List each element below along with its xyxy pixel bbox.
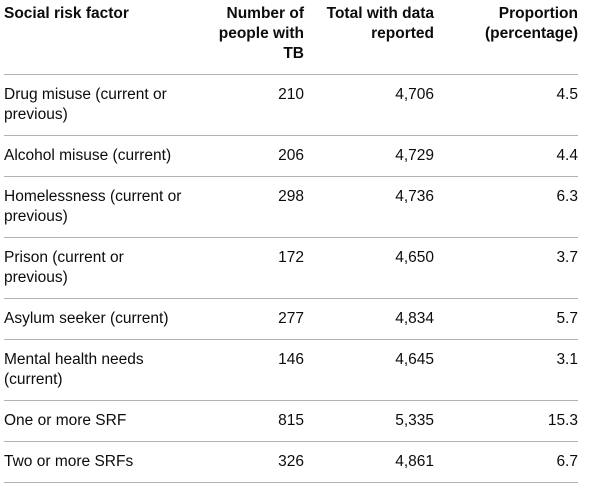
total-reported-cell: 4,861	[304, 441, 434, 483]
table-row: Two or more SRFs 326 4,861 6.7	[4, 441, 578, 483]
risk-factor-cell: Drug misuse (current or previous)	[4, 74, 197, 136]
total-reported-cell: 5,335	[304, 400, 434, 442]
proportion-cell: 6.7	[434, 441, 578, 483]
number-with-tb-cell: 326	[197, 441, 304, 483]
proportion-cell: 4.4	[434, 135, 578, 177]
risk-factor-cell: Alcohol misuse (current)	[4, 135, 197, 177]
number-with-tb-cell: 277	[197, 298, 304, 340]
table-row: Asylum seeker (current) 277 4,834 5.7	[4, 298, 578, 340]
total-reported-cell: 4,650	[304, 237, 434, 299]
header-social-risk-factor: Social risk factor	[4, 0, 197, 75]
proportion-cell: 4.5	[434, 74, 578, 136]
table-row: Alcohol misuse (current) 206 4,729 4.4	[4, 135, 578, 177]
risk-factor-cell: Prison (current or previous)	[4, 237, 197, 299]
total-reported-cell: 4,645	[304, 339, 434, 401]
number-with-tb-cell: 206	[197, 135, 304, 177]
table-row: One or more SRF 815 5,335 15.3	[4, 400, 578, 442]
header-number-with-tb: Number of people with TB	[197, 0, 304, 75]
table-row: Homelessness (current or previous) 298 4…	[4, 176, 578, 238]
total-reported-cell: 4,729	[304, 135, 434, 177]
number-with-tb-cell: 210	[197, 74, 304, 136]
social-risk-factor-table: Social risk factor Number of people with…	[4, 0, 578, 483]
number-with-tb-cell: 146	[197, 339, 304, 401]
number-with-tb-cell: 298	[197, 176, 304, 238]
table-row: Drug misuse (current or previous) 210 4,…	[4, 74, 578, 136]
total-reported-cell: 4,834	[304, 298, 434, 340]
proportion-cell: 3.7	[434, 237, 578, 299]
proportion-cell: 15.3	[434, 400, 578, 442]
risk-factor-cell: Homelessness (current or previous)	[4, 176, 197, 238]
table-row: Prison (current or previous) 172 4,650 3…	[4, 237, 578, 299]
total-reported-cell: 4,706	[304, 74, 434, 136]
table-container: Social risk factor Number of people with…	[4, 0, 578, 483]
risk-factor-cell: Mental health needs (current)	[4, 339, 197, 401]
risk-factor-cell: Two or more SRFs	[4, 441, 197, 483]
number-with-tb-cell: 172	[197, 237, 304, 299]
proportion-cell: 5.7	[434, 298, 578, 340]
number-with-tb-cell: 815	[197, 400, 304, 442]
total-reported-cell: 4,736	[304, 176, 434, 238]
header-proportion: Proportion (percentage)	[434, 0, 578, 75]
header-total-reported: Total with data reported	[304, 0, 434, 75]
table-row: Mental health needs (current) 146 4,645 …	[4, 339, 578, 401]
table-header-row: Social risk factor Number of people with…	[4, 0, 578, 75]
proportion-cell: 6.3	[434, 176, 578, 238]
risk-factor-cell: Asylum seeker (current)	[4, 298, 197, 340]
risk-factor-cell: One or more SRF	[4, 400, 197, 442]
proportion-cell: 3.1	[434, 339, 578, 401]
